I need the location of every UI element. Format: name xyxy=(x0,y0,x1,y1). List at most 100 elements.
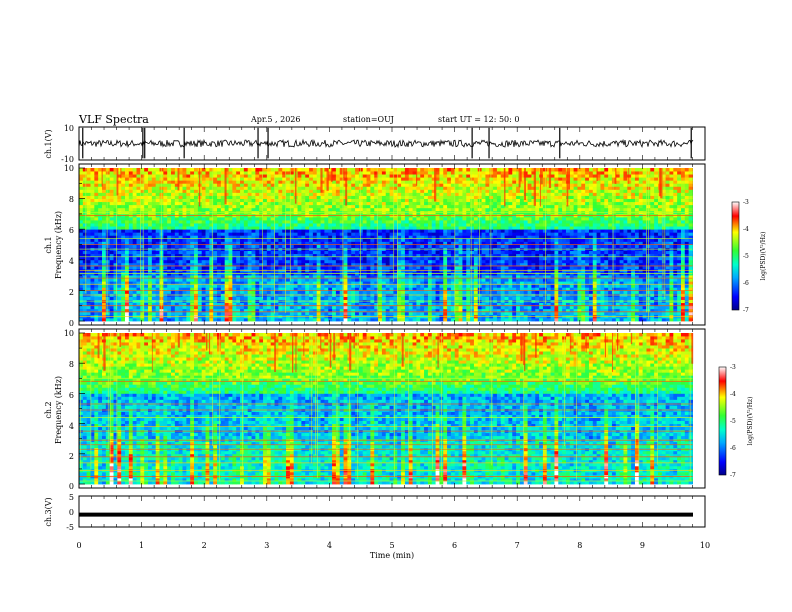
spectrogram-cell xyxy=(309,250,314,255)
spectrogram-cell xyxy=(247,229,252,233)
spectrogram-cell xyxy=(217,305,222,310)
spectrogram-cell xyxy=(171,259,176,264)
spectrogram-cell xyxy=(86,244,91,248)
spectrogram-cell xyxy=(136,232,141,236)
spectrogram-cell xyxy=(362,241,367,245)
spectrogram-cell xyxy=(362,287,367,291)
spectrogram-cell xyxy=(266,284,272,288)
spectrogram-cell xyxy=(374,296,379,300)
spectrogram-cell xyxy=(293,290,298,294)
spectrogram-cell xyxy=(217,186,222,190)
spectrogram-cell xyxy=(136,201,141,206)
spectrogram-cell xyxy=(186,192,191,196)
spectrogram-cell xyxy=(305,235,310,239)
spectrogram-cell xyxy=(109,308,114,313)
spectrogram-cell xyxy=(351,204,356,209)
spectrogram-cell xyxy=(378,201,383,206)
spectrogram-cell xyxy=(217,189,222,193)
spectrogram-cell xyxy=(381,278,387,282)
spectrogram-cell xyxy=(197,284,203,288)
spectrogram-cell xyxy=(312,238,318,242)
spectrogram-cell xyxy=(151,168,157,172)
spectrogram-cell xyxy=(378,256,383,261)
spectrogram-cell xyxy=(278,177,283,181)
spectrogram-cell xyxy=(228,287,233,291)
spectrogram-cell xyxy=(362,250,367,255)
spectrogram-cell xyxy=(194,180,199,184)
spectrogram-cell xyxy=(293,235,298,239)
spectrogram-cell xyxy=(263,192,268,196)
spectrogram-cell xyxy=(309,177,314,181)
spectrogram-cell xyxy=(98,250,103,255)
spectrogram-cell xyxy=(94,317,99,322)
spectrogram-cell xyxy=(351,302,356,307)
spectrogram-cell xyxy=(224,287,229,291)
spectrogram-cell xyxy=(205,174,210,178)
spectrogram-cell xyxy=(408,229,413,233)
spectrogram-cell xyxy=(293,284,298,288)
spectrogram-cell xyxy=(121,302,126,307)
spectrogram-cell xyxy=(125,229,130,233)
spectrogram-cell xyxy=(439,284,444,288)
spectrogram-cell xyxy=(447,278,452,282)
spectrogram-cell xyxy=(232,281,237,285)
spectrogram-cell xyxy=(90,189,95,193)
spectrogram-cell xyxy=(374,317,379,322)
spectrogram-cell xyxy=(412,204,417,209)
spectrogram-cell xyxy=(186,207,191,212)
spectrogram-cell xyxy=(105,186,111,190)
spectrogram-cell xyxy=(335,180,341,184)
spectrogram-cell xyxy=(297,171,302,175)
spectrogram-cell xyxy=(163,201,168,206)
spectrogram-cell xyxy=(243,198,249,203)
spectrogram-cell xyxy=(94,189,99,193)
spectrogram-cell xyxy=(412,302,417,307)
spectrogram-cell xyxy=(447,275,452,279)
spectrogram-cell xyxy=(381,284,387,288)
spectrogram-cell xyxy=(251,244,256,248)
spectrogram-cell xyxy=(86,259,91,264)
spectrogram-cell xyxy=(128,195,134,199)
spectrogram-cell xyxy=(228,296,233,300)
spectrogram-cell xyxy=(316,256,321,261)
spectrogram-cell xyxy=(274,275,279,279)
spectrogram-cell xyxy=(228,223,233,227)
spectrogram-cell xyxy=(401,287,406,291)
spectrogram-cell xyxy=(117,262,122,267)
spectrogram-cell xyxy=(389,220,394,224)
spectrogram-cell xyxy=(404,201,410,206)
spectrogram-cell xyxy=(305,262,310,267)
spectrogram-cell xyxy=(305,275,310,279)
spectrogram-cell xyxy=(447,183,452,187)
spectrogram-cell xyxy=(105,305,111,310)
spectrogram-cell xyxy=(220,287,226,291)
spectrogram-cell xyxy=(355,259,360,264)
spectrogram-cell xyxy=(278,244,283,248)
spectrogram-cell xyxy=(79,204,84,209)
spectrogram-cell xyxy=(335,204,341,209)
spectrogram-cell xyxy=(79,238,84,242)
spectrogram-cell xyxy=(217,195,222,199)
spectrogram-cell xyxy=(220,177,226,181)
spectrogram-cell xyxy=(232,192,237,196)
spectrogram-cell xyxy=(320,317,325,322)
spectrogram-cell xyxy=(289,253,295,258)
spectrogram-cell xyxy=(412,259,417,264)
spectrogram-cell xyxy=(328,317,333,322)
spectrogram-cell xyxy=(316,180,321,184)
spectrogram-cell xyxy=(232,171,237,175)
spectrogram-cell xyxy=(251,278,256,282)
spectrogram-cell xyxy=(362,302,367,307)
spectrogram-cell xyxy=(224,317,229,322)
spectrogram-cell xyxy=(243,177,249,181)
spectrogram-cell xyxy=(358,192,364,196)
spectrogram-cell xyxy=(370,186,375,190)
spectrogram-cell xyxy=(228,311,233,316)
spectrogram-cell xyxy=(447,284,452,288)
spectrogram-cell xyxy=(117,305,122,310)
spectrogram-cell xyxy=(270,171,275,175)
spectrogram-cell xyxy=(282,281,287,285)
spectrogram-cell xyxy=(144,235,149,239)
spectrogram-cell xyxy=(151,262,157,267)
spectrogram-cell xyxy=(297,192,302,196)
